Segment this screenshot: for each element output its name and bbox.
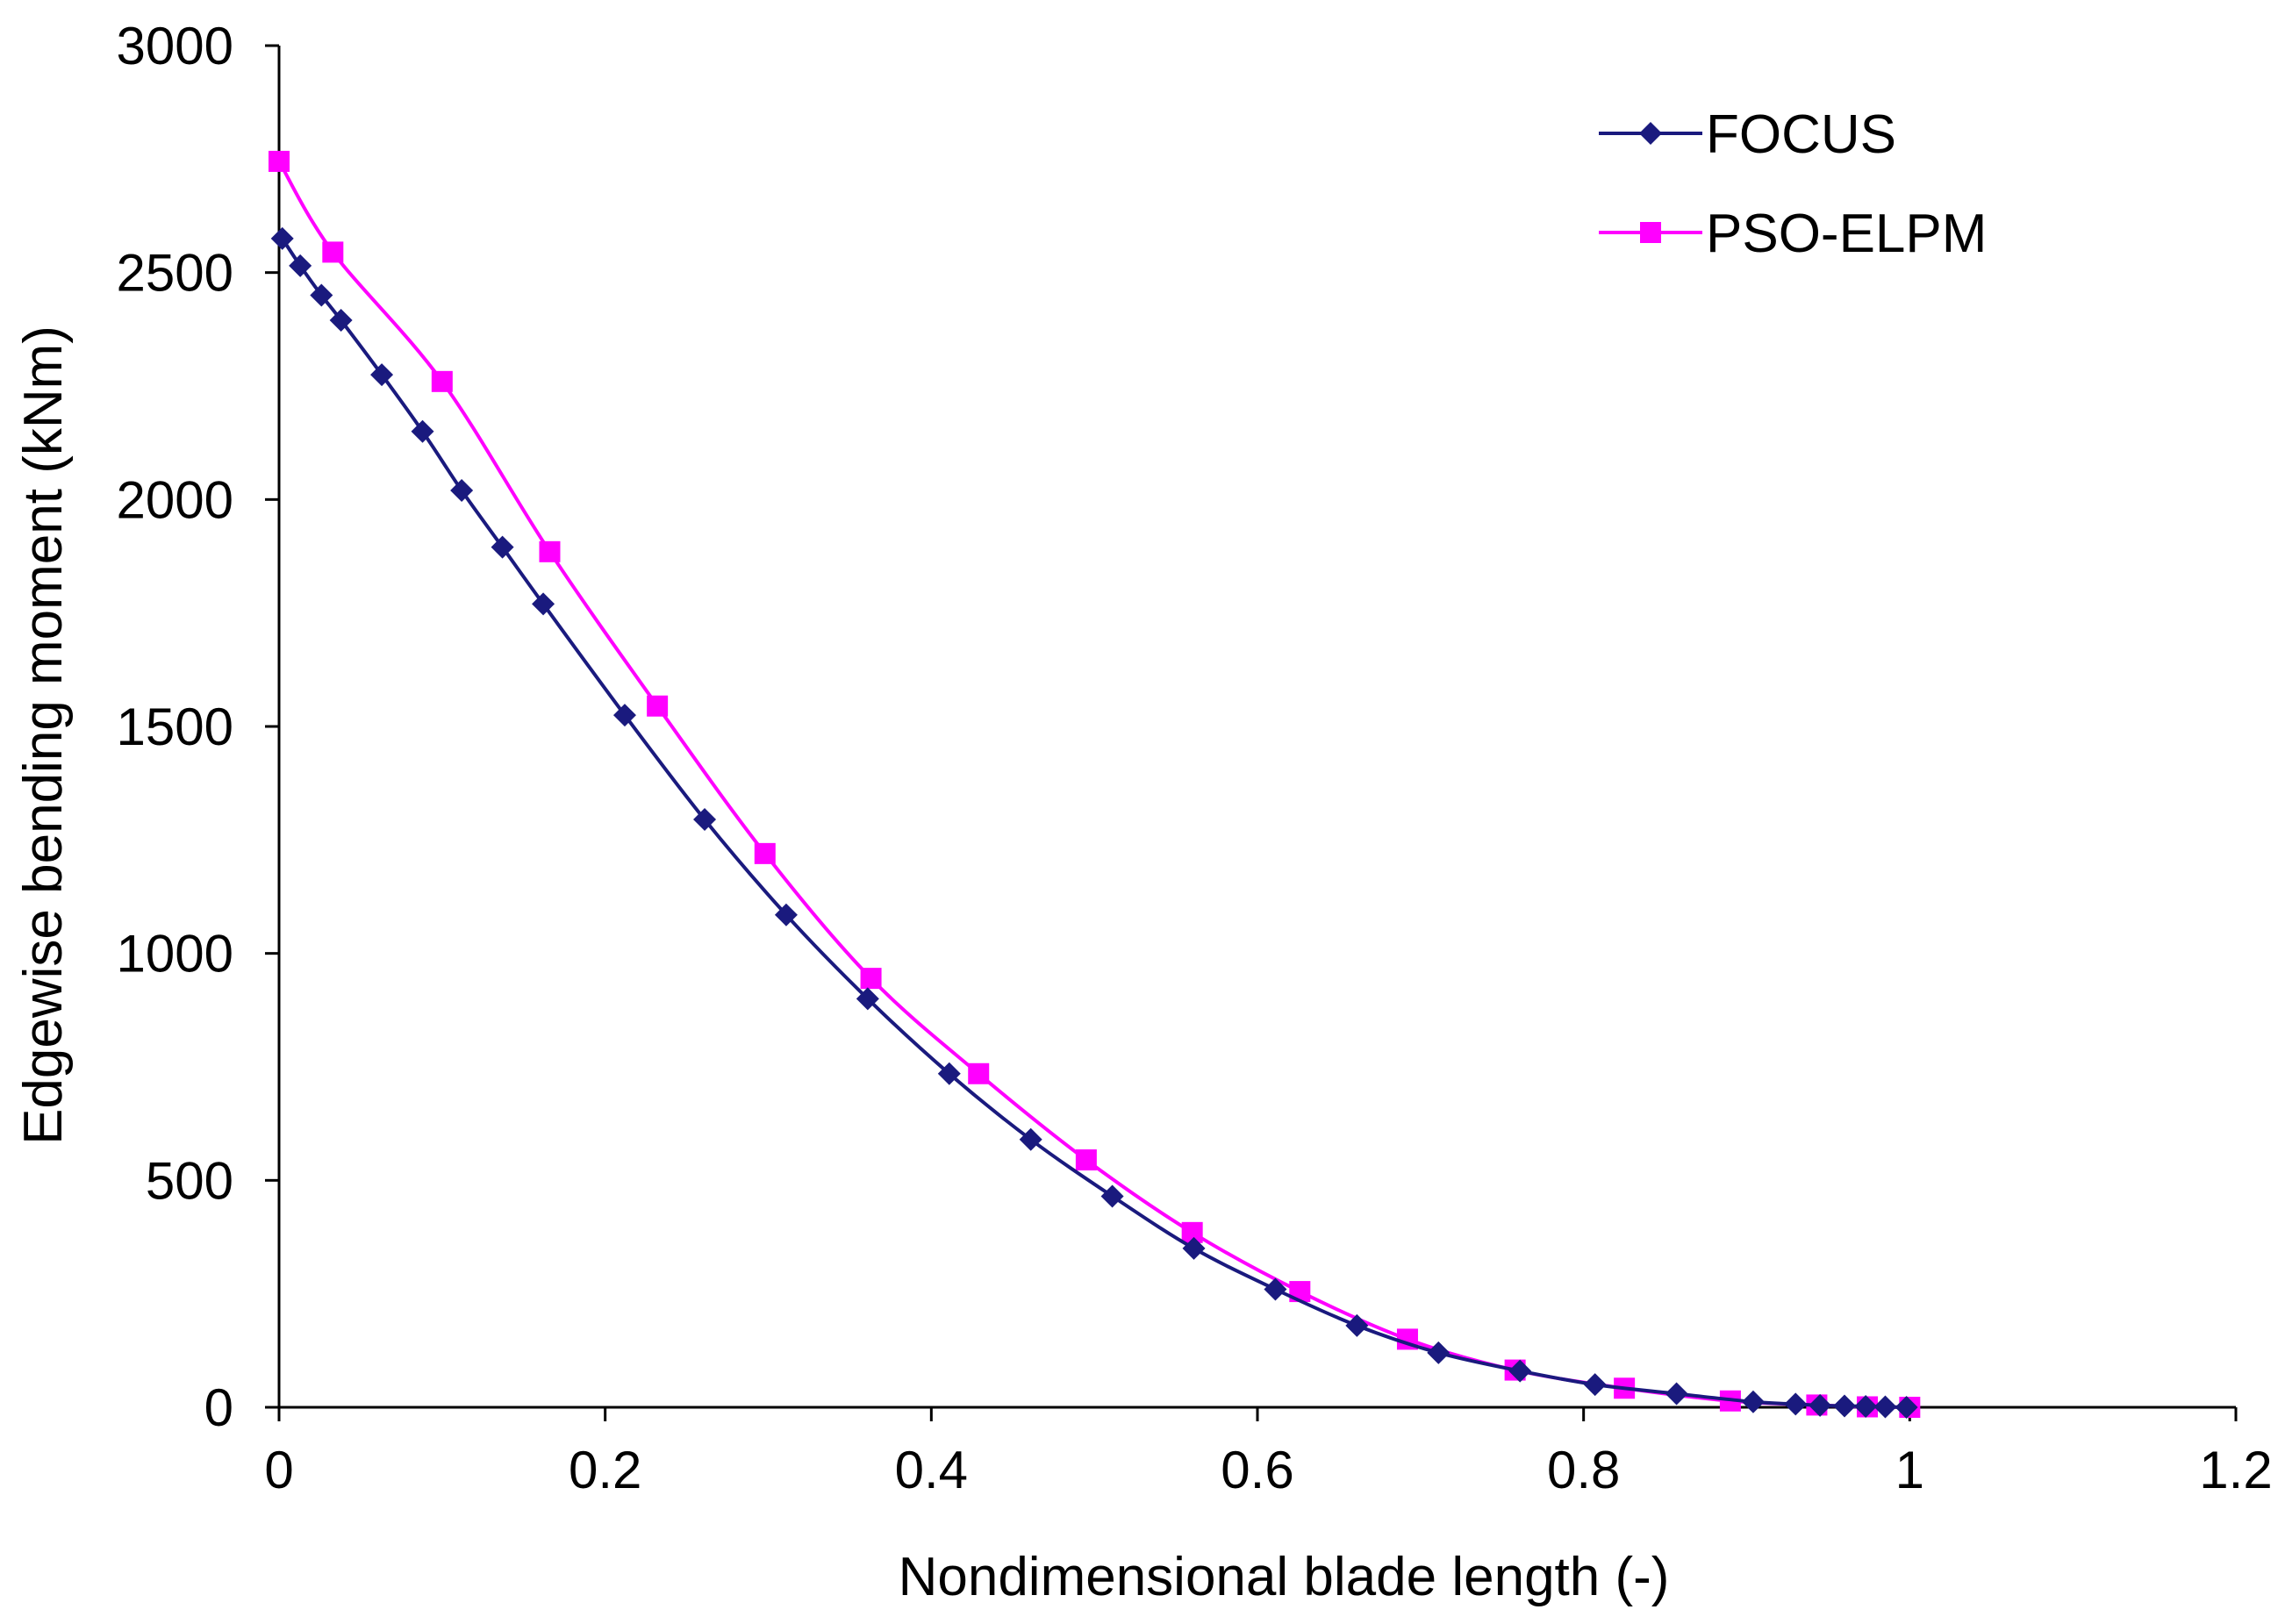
- x-axis-title: Nondimensional blade length (-): [899, 1547, 1670, 1607]
- data-point: [270, 226, 294, 250]
- legend-label: PSO-ELPM: [1706, 204, 1987, 264]
- x-tick-label: 0: [264, 1441, 293, 1499]
- data-point: [1665, 1382, 1688, 1406]
- data-point: [647, 695, 669, 717]
- data-point: [539, 540, 561, 562]
- legend-marker: [1640, 222, 1661, 243]
- x-tick-label: 0.2: [569, 1441, 641, 1499]
- x-axis-ticks: 0 0.2 0.4 0.6 0.8 1 1.2: [264, 1407, 2273, 1499]
- data-point: [431, 370, 453, 392]
- data-point: [1427, 1341, 1451, 1364]
- series-line: [281, 237, 1907, 1409]
- data-point: [1854, 1394, 1878, 1418]
- x-tick-label: 0.6: [1221, 1441, 1293, 1499]
- data-point: [937, 1062, 961, 1085]
- series-focus: [270, 226, 1918, 1419]
- data-point: [1345, 1313, 1369, 1337]
- data-point: [289, 254, 312, 277]
- series-line: [277, 160, 1910, 1409]
- data-point: [1075, 1149, 1097, 1171]
- data-point: [532, 592, 555, 616]
- data-point: [856, 987, 879, 1011]
- y-tick-label: 2500: [117, 244, 233, 303]
- y-tick-label: 1500: [117, 698, 233, 756]
- data-point: [1809, 1393, 1832, 1417]
- data-point: [774, 903, 798, 926]
- data-point: [491, 535, 514, 559]
- data-point: [322, 241, 344, 263]
- y-tick-label: 500: [146, 1151, 233, 1210]
- data-point: [1019, 1127, 1042, 1151]
- data-point: [1741, 1390, 1765, 1413]
- data-point: [1182, 1236, 1206, 1260]
- legend-label: FOCUS: [1706, 104, 1896, 165]
- data-point: [754, 842, 776, 864]
- y-tick-label: 0: [204, 1378, 233, 1437]
- data-point: [612, 704, 636, 727]
- data-point: [1895, 1396, 1918, 1419]
- data-point: [1833, 1394, 1856, 1418]
- legend-item: PSO-ELPM: [1599, 204, 1987, 264]
- data-point: [370, 363, 394, 387]
- y-axis-title: Edgewise bending moment (kNm): [13, 326, 74, 1145]
- data-point: [1784, 1392, 1808, 1416]
- y-tick-label: 2000: [117, 470, 233, 529]
- y-tick-label: 3000: [117, 17, 233, 75]
- x-tick-label: 1: [1895, 1441, 1924, 1499]
- data-point: [1583, 1373, 1607, 1397]
- data-point: [968, 1062, 990, 1084]
- legend-item: FOCUS: [1599, 104, 1896, 165]
- data-point: [1264, 1277, 1287, 1301]
- data-point: [1100, 1184, 1124, 1208]
- chart-legend: FOCUS PSO-ELPM: [1599, 104, 1987, 264]
- x-tick-label: 1.2: [2199, 1441, 2272, 1499]
- y-tick-label: 1000: [117, 925, 233, 984]
- x-tick-label: 0.4: [895, 1441, 968, 1499]
- legend-marker: [1639, 122, 1662, 145]
- data-point: [693, 808, 717, 832]
- series-layer: [269, 150, 1921, 1419]
- data-point: [329, 308, 353, 332]
- y-axis-ticks: 0 500 1000 1500 2000 2500 3000: [117, 17, 279, 1437]
- data-point: [411, 419, 434, 443]
- series-pso-elpm: [269, 150, 1921, 1418]
- data-point: [1873, 1395, 1897, 1419]
- data-point: [269, 150, 290, 172]
- data-point: [1508, 1359, 1532, 1383]
- x-tick-label: 0.8: [1547, 1441, 1620, 1499]
- data-point: [450, 478, 474, 502]
- data-point: [860, 968, 882, 990]
- data-point: [310, 283, 333, 307]
